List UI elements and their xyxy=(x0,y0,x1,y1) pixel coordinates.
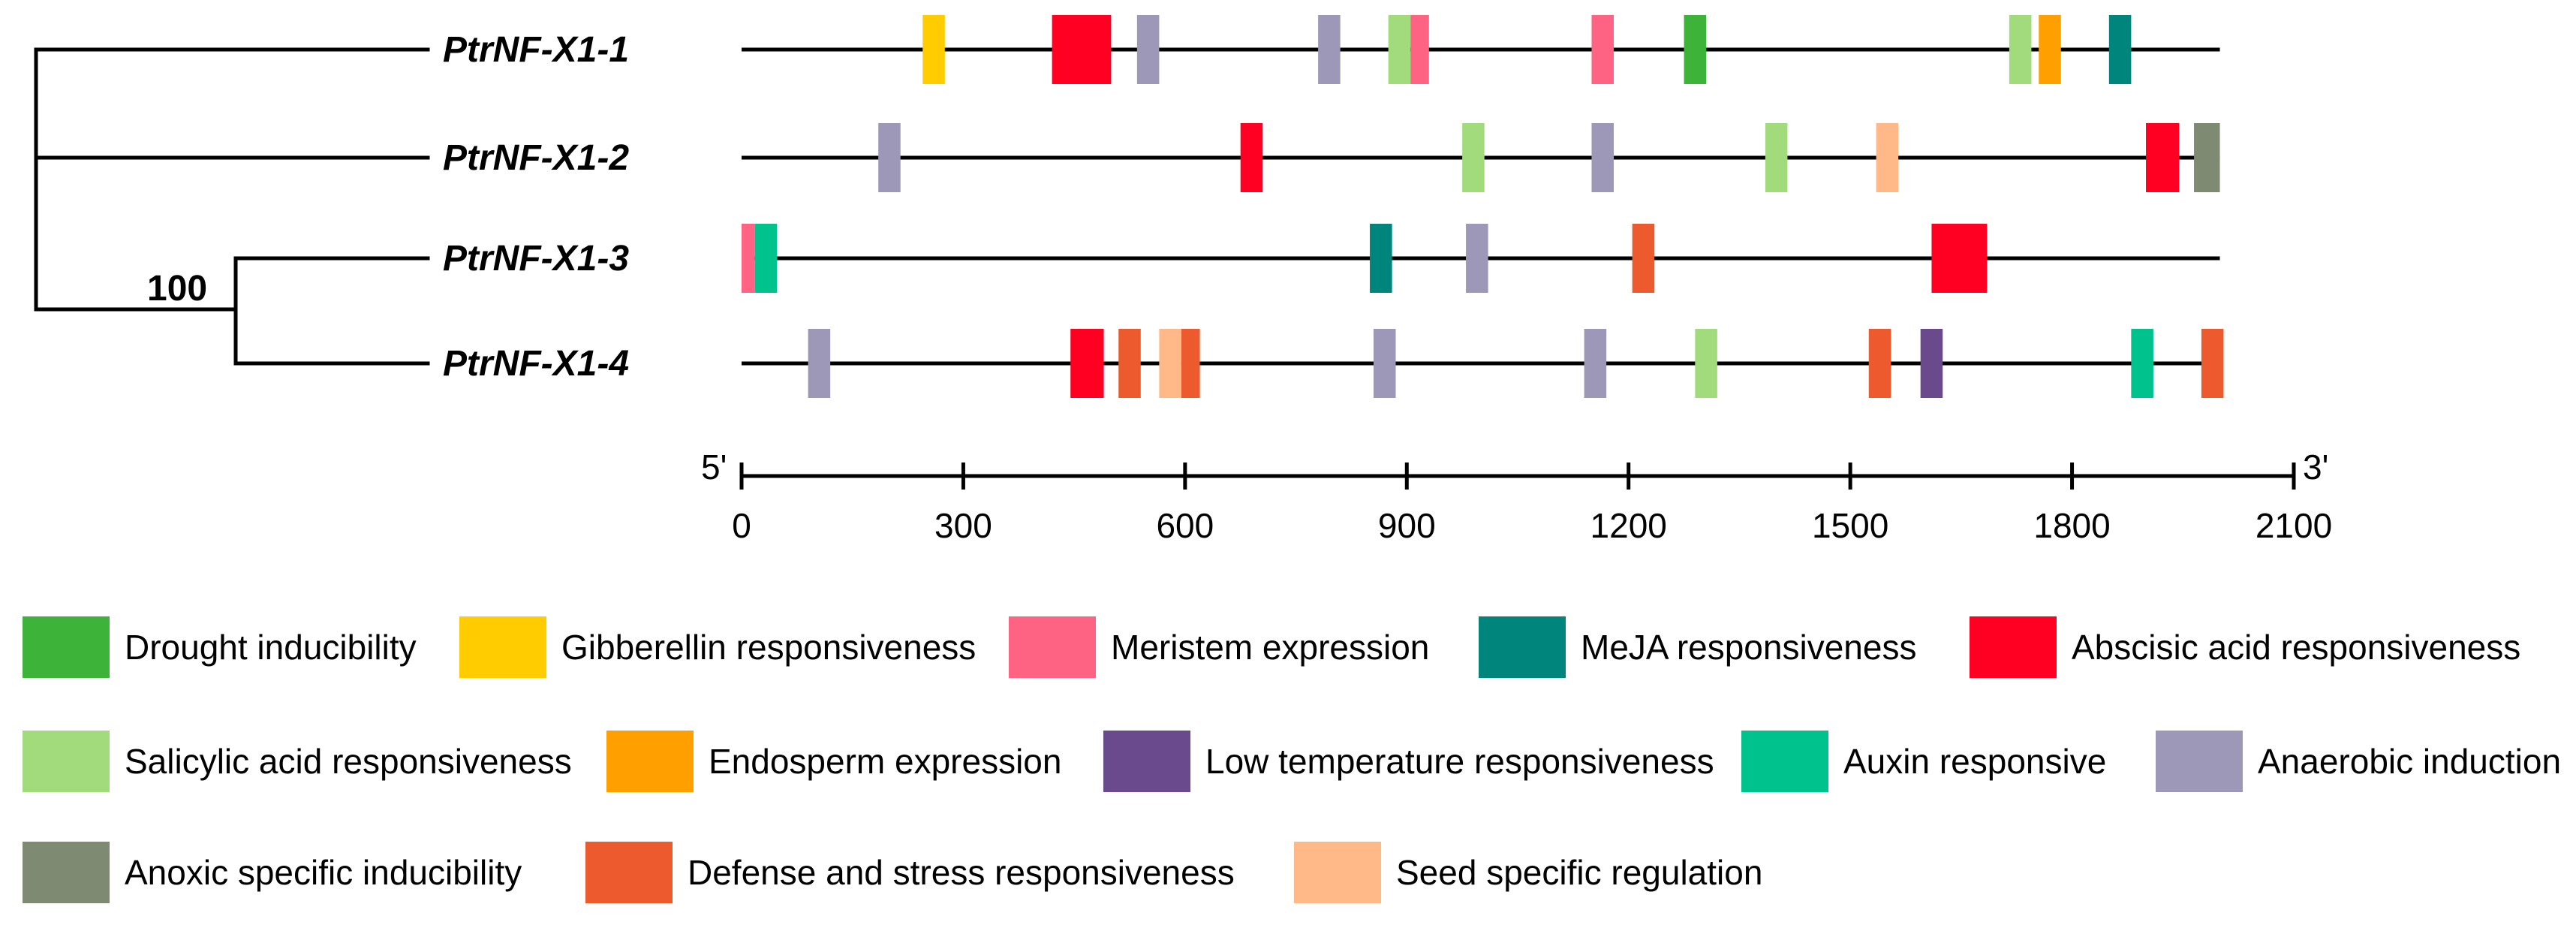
element-box-anaerobic xyxy=(1591,123,1615,192)
element-box-salicylic xyxy=(1765,123,1788,192)
legend-label-auxin: Auxin responsive xyxy=(1843,742,2106,781)
axis-tick-label: 1200 xyxy=(1590,506,1667,545)
element-box-anaerobic xyxy=(1136,15,1160,84)
axis-tick-label: 900 xyxy=(1378,506,1436,545)
legend-label-aba: Abscisic acid responsiveness xyxy=(2072,628,2520,667)
legend-swatch-gibberellin xyxy=(459,616,546,678)
axis-tick-label: 300 xyxy=(934,506,992,545)
gene-label: PtrNF-X1-2 xyxy=(443,138,629,178)
legend-label-seed: Seed specific regulation xyxy=(1396,853,1762,892)
legend-label-meja: MeJA responsiveness xyxy=(1581,628,1916,667)
element-box-meristem xyxy=(1591,15,1615,84)
legend-label-lowtemp: Low temperature responsiveness xyxy=(1205,742,1714,781)
legend-label-defense: Defense and stress responsiveness xyxy=(688,853,1235,892)
legend-swatch-auxin xyxy=(1741,731,1828,792)
element-box-aba xyxy=(1931,224,1988,293)
legend-swatch-meja xyxy=(1479,616,1566,678)
element-box-meja xyxy=(2108,15,2132,84)
legend: Drought inducibility Gibberellin responsi… xyxy=(23,616,2561,903)
legend-swatch-defense xyxy=(585,842,673,903)
element-box-lowtemp xyxy=(1920,329,1943,398)
element-box-defense xyxy=(1632,224,1655,293)
element-box-seed xyxy=(1876,123,1899,192)
element-box-defense xyxy=(2201,329,2224,398)
phylogenetic-tree xyxy=(34,47,430,366)
axis-tick-label: 1800 xyxy=(2033,506,2110,545)
element-box-defense xyxy=(1181,329,1200,398)
element-box-anaerobic xyxy=(1466,224,1488,293)
element-box-anaerobic xyxy=(808,329,831,398)
position-axis: 0 300 600 900 1200 1500 1800 2100 xyxy=(732,462,2332,545)
axis-tick-label: 2100 xyxy=(2256,506,2332,545)
element-box-gibberellin xyxy=(922,15,945,84)
element-box-defense xyxy=(1118,329,1141,398)
legend-swatch-meristem xyxy=(1009,616,1096,678)
element-box-meja xyxy=(1370,224,1392,293)
element-box-aba xyxy=(1070,329,1104,398)
element-box-defense xyxy=(1868,329,1891,398)
element-box-anaerobic xyxy=(1318,15,1341,84)
legend-swatch-seed xyxy=(1294,842,1381,903)
element-box-anaerobic xyxy=(1373,329,1396,398)
legend-label-anaerobic: Anaerobic induction xyxy=(2258,742,2561,781)
legend-swatch-anaerobic xyxy=(2156,731,2243,792)
element-box-anaerobic xyxy=(878,123,901,192)
element-box-aba xyxy=(1240,123,1263,192)
element-box-salicylic xyxy=(1695,329,1717,398)
element-box-anaerobic xyxy=(1584,329,1607,398)
axis-start-label: 5' xyxy=(701,447,727,487)
axis-tick-label: 600 xyxy=(1156,506,1214,545)
legend-label-gibberellin: Gibberellin responsiveness xyxy=(561,628,976,667)
legend-swatch-drought xyxy=(23,616,110,678)
gene-label: PtrNF-X1-3 xyxy=(443,239,629,279)
gene-label: PtrNF-X1-4 xyxy=(443,344,629,384)
legend-label-anoxic: Anoxic specific inducibility xyxy=(125,853,522,892)
axis-tick-label: 1500 xyxy=(1812,506,1888,545)
element-box-salicylic xyxy=(1462,123,1485,192)
gene-label: PtrNF-X1-1 xyxy=(443,30,629,70)
legend-label-endosperm: Endosperm expression xyxy=(709,742,1061,781)
element-box-salicylic xyxy=(1388,15,1411,84)
element-box-aba xyxy=(1052,15,1112,84)
legend-swatch-anoxic xyxy=(23,842,110,903)
element-box-meristem xyxy=(1410,15,1429,84)
legend-label-salicylic: Salicylic acid responsiveness xyxy=(125,742,572,781)
axis-tick-label: 0 xyxy=(732,506,751,545)
legend-label-meristem: Meristem expression xyxy=(1111,628,1429,667)
element-box-aba xyxy=(2146,123,2180,192)
element-box-auxin xyxy=(754,224,778,293)
element-box-meristem xyxy=(742,224,755,293)
legend-label-drought: Drought inducibility xyxy=(125,628,417,667)
legend-swatch-lowtemp xyxy=(1103,731,1190,792)
element-box-drought xyxy=(1684,15,1707,84)
legend-swatch-aba xyxy=(1970,616,2057,678)
promoter-tracks xyxy=(742,15,2224,398)
bootstrap-value: 100 xyxy=(147,269,207,309)
element-box-endosperm xyxy=(2039,15,2061,84)
legend-swatch-endosperm xyxy=(606,731,694,792)
element-box-anoxic xyxy=(2194,123,2220,192)
axis-end-label: 3' xyxy=(2303,447,2328,487)
element-box-salicylic xyxy=(2009,15,2032,84)
legend-swatch-salicylic xyxy=(23,731,110,792)
element-box-seed xyxy=(1159,329,1181,398)
element-box-auxin xyxy=(2131,329,2153,398)
